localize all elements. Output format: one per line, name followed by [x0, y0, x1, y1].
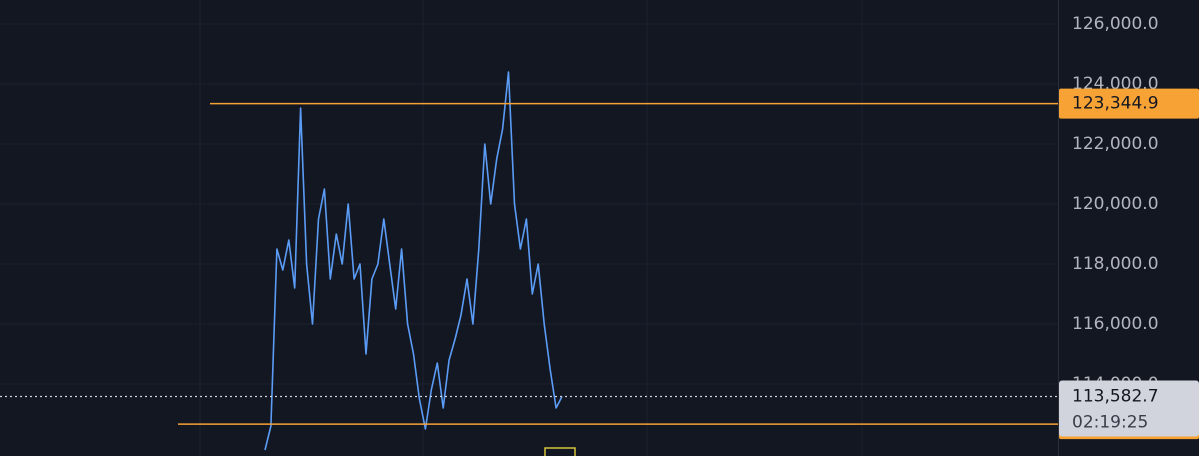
level-label: 123,344.9 — [1072, 94, 1159, 114]
vertical-grid — [199, 0, 863, 456]
last-price-box — [1059, 380, 1199, 437]
price-line — [264, 71, 563, 451]
level-label-box — [1059, 88, 1199, 119]
marker-box — [544, 447, 576, 456]
y-tick-label: 122,000.0 — [1072, 134, 1159, 154]
y-tick-label: 118,000.0 — [1072, 254, 1159, 274]
y-tick-label: 120,000.0 — [1072, 194, 1159, 214]
countdown-label: 02:19:25 — [1072, 413, 1148, 433]
y-tick-label: 116,000.0 — [1072, 314, 1159, 334]
last-price-label: 113,582.7 — [1072, 387, 1159, 407]
y-tick-label: 126,000.0 — [1072, 14, 1159, 34]
